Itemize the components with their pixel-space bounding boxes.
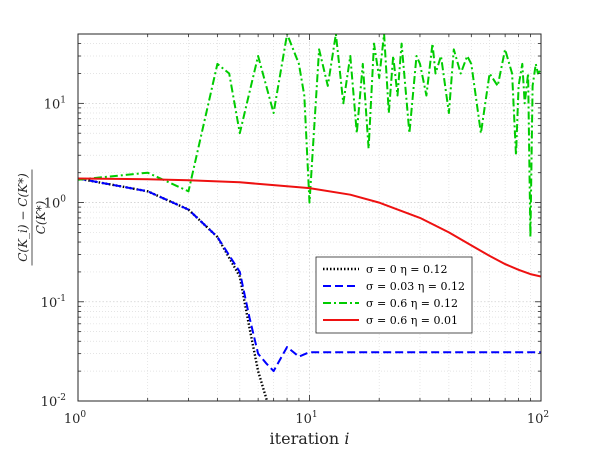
y-tick-label: 10-1 (41, 294, 66, 311)
grid (77, 33, 541, 402)
legend-label-2: σ = 0.03 η = 0.12 (366, 280, 465, 293)
legend-label-4: σ = 0.6 η = 0.01 (366, 314, 458, 327)
series-line-1 (78, 177, 269, 401)
y-label-denominator: C(K*) (34, 200, 48, 234)
legend-label-1: σ = 0 η = 0.12 (366, 263, 448, 276)
plot-lines (78, 34, 541, 401)
x-axis-label: iteration i (270, 429, 350, 448)
y-tick-label: 100 (44, 195, 67, 212)
ticks (77, 33, 541, 402)
legend-label-3: σ = 0.6 η = 0.12 (366, 297, 458, 310)
series-line-3 (78, 34, 541, 238)
y-tick-label: 101 (44, 95, 66, 112)
x-tick-label: 100 (64, 410, 87, 427)
x-tick-label: 101 (295, 410, 317, 427)
x-tick-label: 102 (527, 410, 549, 427)
axis-labels: 100 101 102 10-2 10-1 100 101 iteration i C(K_i)… (16, 95, 549, 448)
y-label-numerator: C(K_i) − C(K*) (16, 173, 30, 262)
y-tick-label: 10-2 (41, 393, 66, 410)
y-axis-label: C(K_i) − C(K*) C(K*) (16, 169, 48, 266)
series-line-4 (78, 177, 541, 278)
legend: σ = 0 η = 0.12 σ = 0.03 η = 0.12 σ = 0.6 η… (315, 256, 473, 334)
series-line-2 (78, 177, 541, 373)
